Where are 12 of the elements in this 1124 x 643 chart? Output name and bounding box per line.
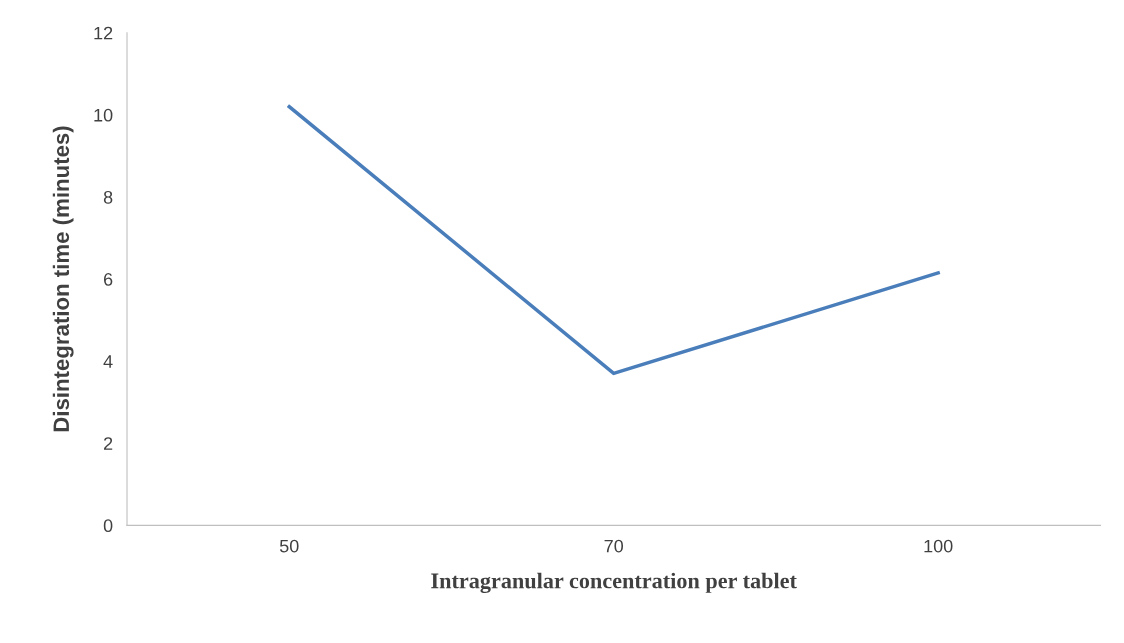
x-tick-label: 50: [279, 539, 299, 553]
x-tick-label: 100: [924, 539, 953, 553]
y-tick-label: 0: [103, 519, 113, 533]
y-tick-label: 8: [103, 190, 113, 204]
y-tick-label: 2: [103, 437, 113, 450]
x-tick-label: 70: [604, 539, 624, 553]
y-tick-label: 6: [104, 273, 113, 286]
y-axis-title: Disintegration time (minutes): [52, 126, 74, 432]
y-tick-label: 4: [103, 355, 113, 368]
y-tick-label: 12: [94, 26, 113, 40]
x-axis-title: Intragranular concentration per tablet: [431, 572, 797, 594]
y-tick-label: 10: [94, 108, 113, 122]
